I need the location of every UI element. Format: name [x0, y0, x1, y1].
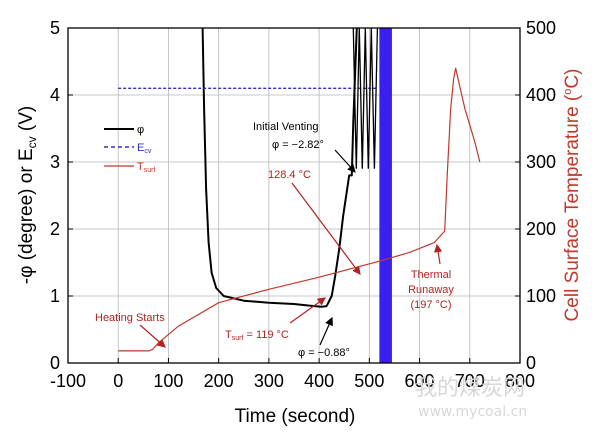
legend: φ Ecv Tsurf	[104, 124, 155, 174]
y-tick-label-4: 4	[50, 85, 60, 105]
legend-label-phi: φ	[137, 124, 144, 136]
annotation-phi-min: φ = −0.88°	[298, 347, 350, 359]
legend-label-tsurf-sub: surf	[144, 167, 156, 174]
x-tick-label-200: 200	[204, 371, 234, 391]
series-line-2	[118, 67, 481, 352]
x-tick-label-500: 500	[354, 371, 384, 391]
y-axis-title-sub: cv	[25, 136, 39, 148]
annotation-arrows	[139, 149, 443, 348]
y-axis-title-main: -φ (degree) or E	[16, 148, 37, 284]
x-tick-label-700: 700	[455, 371, 485, 391]
annotation-initial-venting: Initial Venting	[253, 121, 318, 133]
arrow-heating	[139, 324, 166, 348]
annotation-phi-vent: φ = −2.82°	[272, 139, 324, 151]
ticks-layer: -100 0 100 200 300 400 500 600 700 80001234501002…	[50, 18, 556, 391]
x-tick-label-600: 600	[405, 371, 435, 391]
y2-tick-label-500: 500	[526, 18, 556, 38]
annotation-tsurf-min-sub: surf	[232, 335, 244, 342]
arrow-tsurf-min	[289, 297, 326, 324]
annotation-tsurf-min-T: T	[225, 329, 232, 341]
watermark-url: www.mycoal.cn	[418, 404, 527, 420]
y-axis-title-tail: (V)	[16, 106, 37, 137]
y2-tick-label-100: 100	[526, 286, 556, 306]
y2-axis-title-main: Cell Surface Temperature (	[562, 94, 583, 321]
vent-band	[379, 28, 392, 363]
watermark-cn: 我的煤炭网	[415, 376, 525, 401]
annotation-thermal-3: (197 °C)	[410, 299, 451, 311]
annotation-thermal-1: Thermal	[411, 269, 451, 281]
y-tick-label-5: 5	[50, 18, 60, 38]
vent-band-layer	[379, 28, 392, 363]
plot-frame	[67, 27, 521, 364]
y2-axis-title-tail: C)	[562, 69, 583, 89]
y-tick-label-1: 1	[50, 286, 60, 306]
legend-label-tsurf-main: T	[137, 161, 144, 173]
x-axis-title: Time (second)	[235, 406, 356, 427]
y2-axis-title: Cell Surface Temperature (oC)	[562, 69, 583, 322]
x-tick-label-100: 100	[153, 371, 183, 391]
arrow-venting-phi	[334, 149, 356, 173]
legend-label-tsurf: Tsurf	[137, 161, 155, 174]
annotation-temp-vent: 128.4 °C	[268, 169, 311, 181]
x-tick-label-0: 0	[113, 371, 123, 391]
series-line-0	[201, 27, 358, 308]
arrow-runaway	[433, 243, 443, 265]
y2-tick-label-300: 300	[526, 152, 556, 172]
y-tick-label-2: 2	[50, 219, 60, 239]
legend-label-ecv-sub: cv	[144, 148, 152, 155]
arrow-venting-temp	[291, 182, 361, 275]
y2-tick-label-200: 200	[526, 219, 556, 239]
arrow-phi-min	[319, 316, 333, 346]
x-tick-label--100: -100	[50, 371, 86, 391]
y-tick-label-0: 0	[50, 353, 60, 373]
y2-tick-label-400: 400	[526, 85, 556, 105]
y-tick-label-3: 3	[50, 152, 60, 172]
x-tick-label-400: 400	[304, 371, 334, 391]
y2-tick-label-0: 0	[526, 353, 536, 373]
x-tick-label-800: 800	[505, 371, 535, 391]
x-tick-label-300: 300	[254, 371, 284, 391]
y2-axis-title-sup: o	[562, 89, 574, 95]
annotation-heating-starts: Heating Starts	[95, 312, 165, 324]
annotation-tsurf-min-val: = 119 °C	[243, 329, 289, 341]
watermark: 我的煤炭网 www.mycoal.cn	[415, 376, 527, 420]
annotation-tsurf-min: Tsurf = 119 °C	[225, 329, 289, 342]
legend-label-ecv: Ecv	[137, 142, 152, 155]
annotation-thermal-2: Runaway	[408, 284, 454, 296]
legend-label-ecv-main: E	[137, 142, 144, 154]
y-axis-title: -φ (degree) or Ecv (V)	[16, 106, 39, 284]
